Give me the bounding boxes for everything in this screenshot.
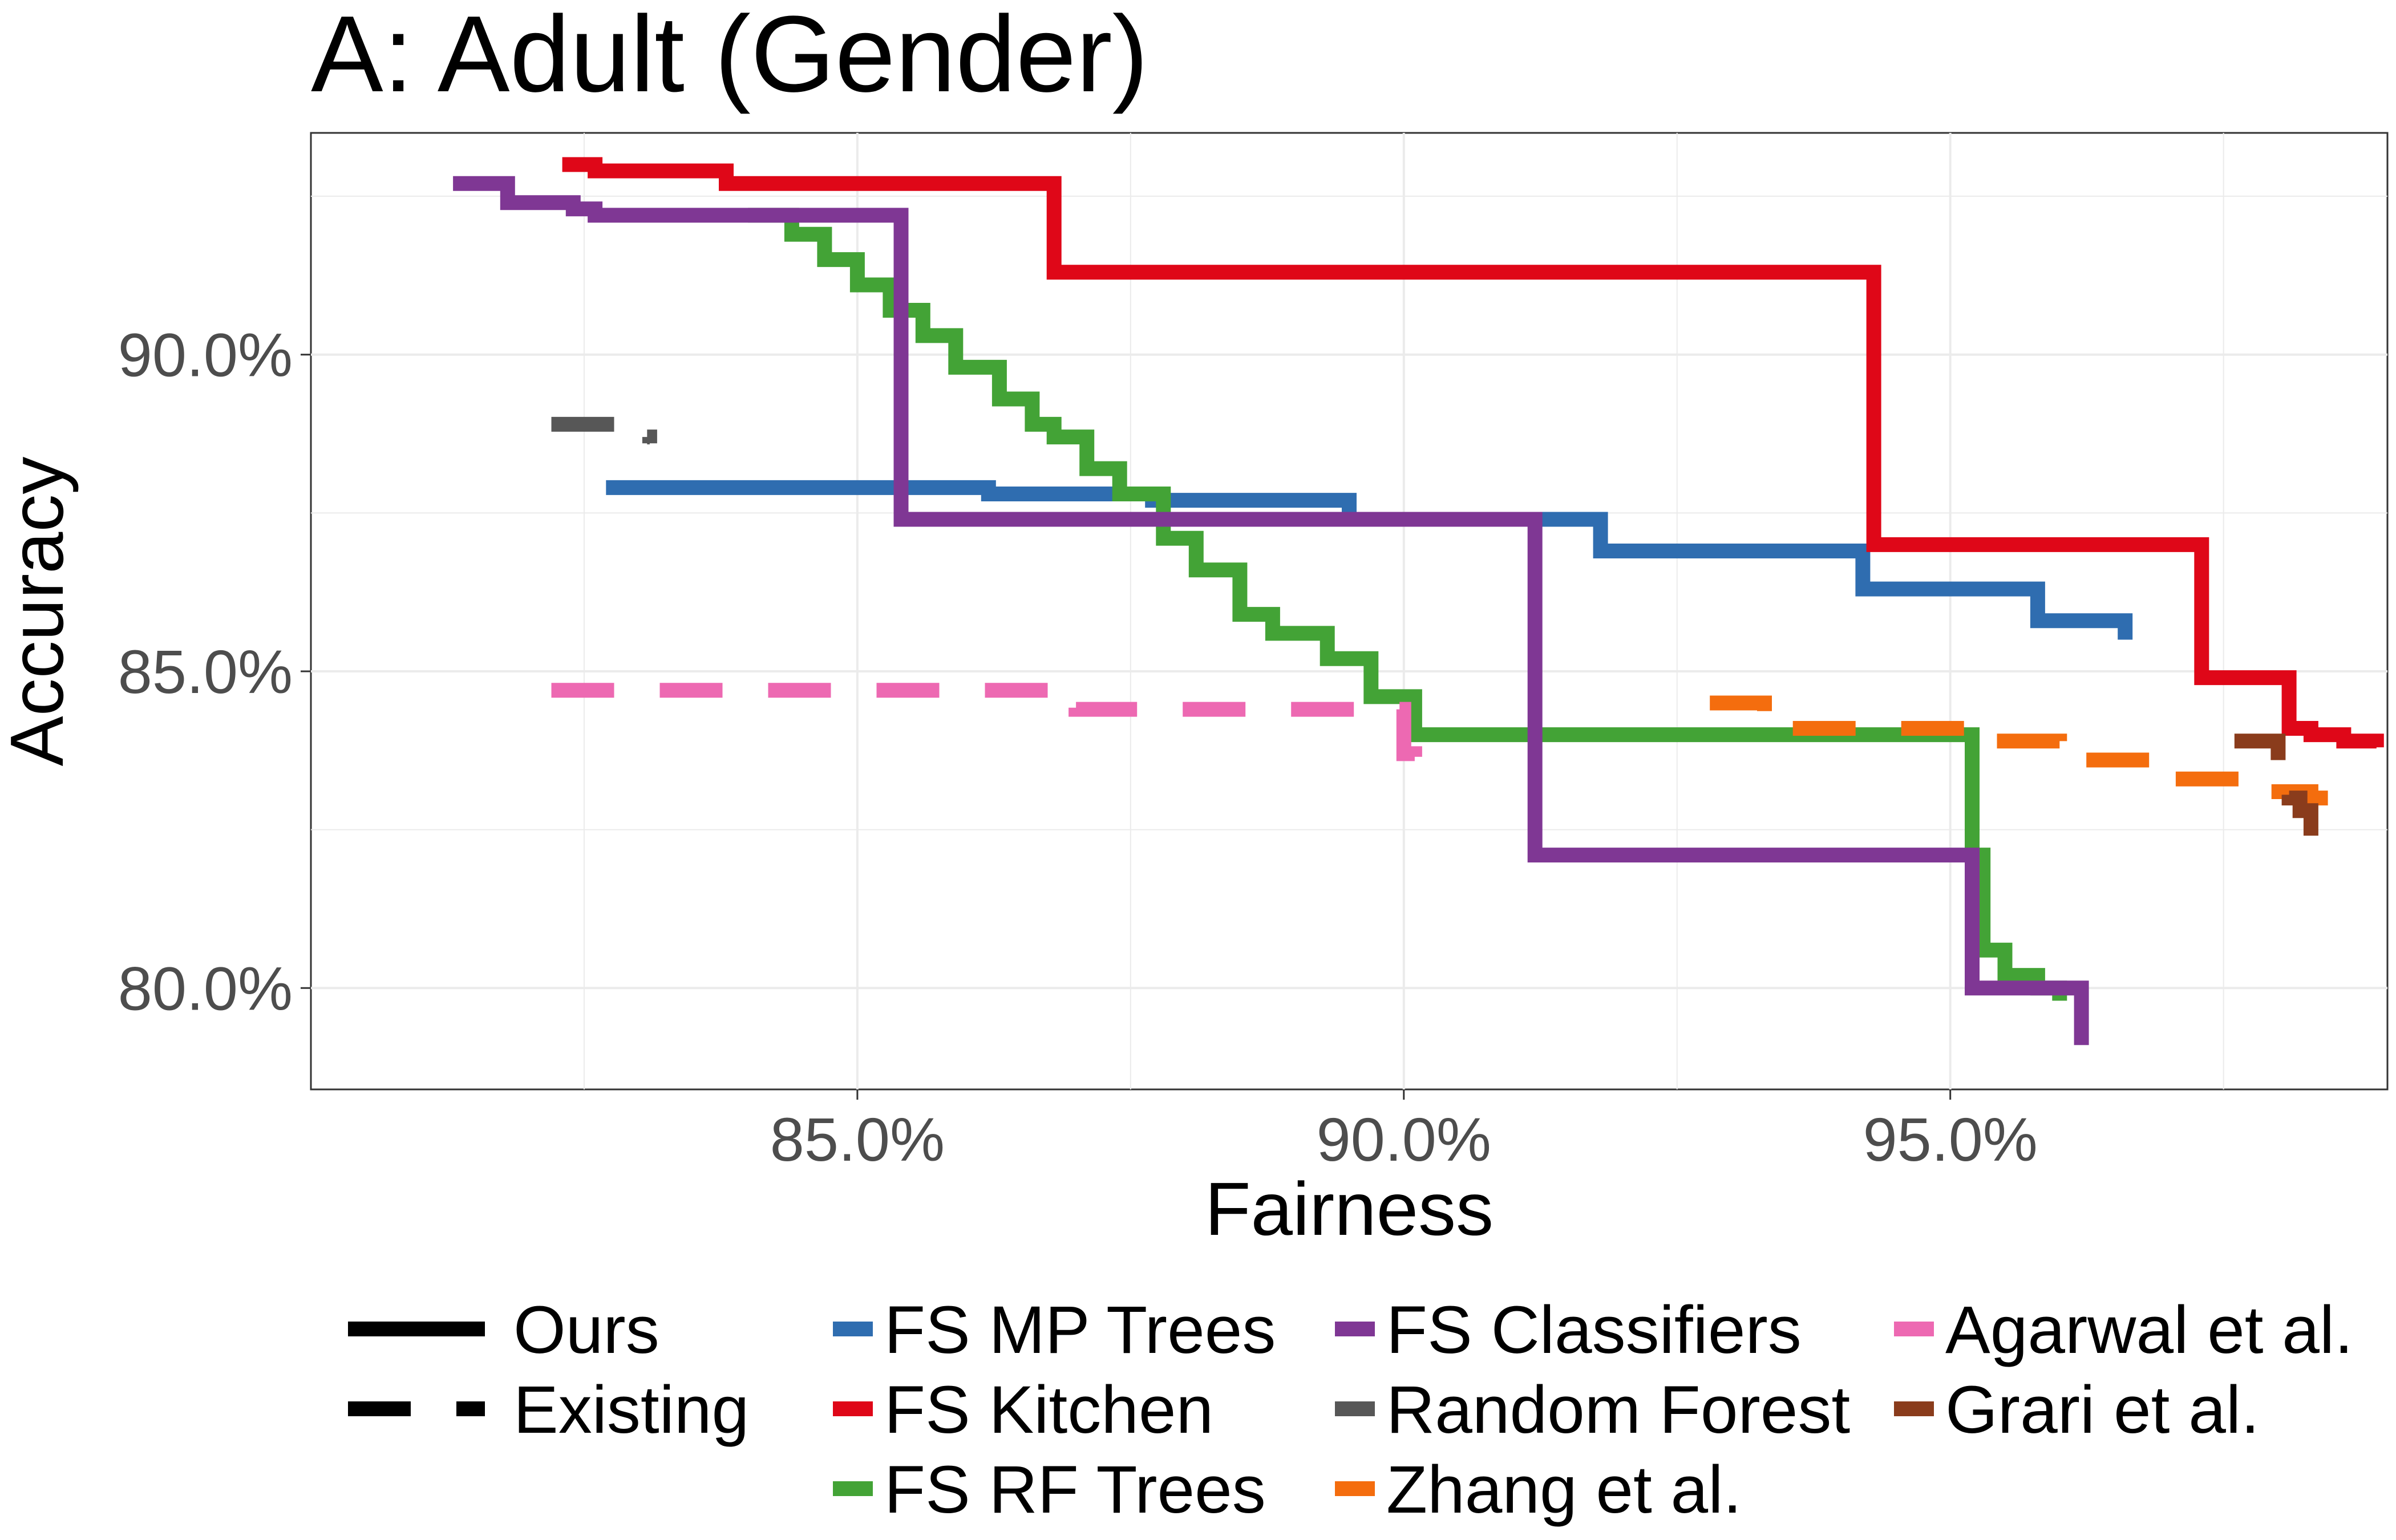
- x-tick-label: 95.0%: [1863, 1105, 2038, 1174]
- legend-label: Grari et al.: [1945, 1372, 2260, 1448]
- x-tick-label: 90.0%: [1317, 1105, 1491, 1174]
- x-axis: 85.0% 90.0% 95.0%: [770, 1089, 2038, 1174]
- x-tick-label: 85.0%: [770, 1105, 945, 1174]
- legend-label: FS Classifiers: [1386, 1292, 1802, 1368]
- chart-title: A: Adult (Gender): [311, 0, 1148, 115]
- y-axis: 80.0% 85.0% 90.0%: [118, 321, 311, 1023]
- series-line-random-forest: [551, 416, 657, 445]
- series-line-fs-kitchen: [562, 157, 2384, 749]
- y-tick-label: 80.0%: [118, 954, 293, 1023]
- legend-label: Agarwal et al.: [1945, 1292, 2353, 1368]
- legend-label: FS RF Trees: [884, 1452, 1266, 1527]
- series-line-agarwal-et-al: [551, 683, 1422, 799]
- legend-label: Random Forest: [1386, 1372, 1850, 1448]
- y-tick-label: 85.0%: [118, 637, 293, 706]
- series-group: [453, 157, 2384, 1045]
- legend-label-ours: Ours: [513, 1292, 659, 1368]
- x-axis-title: Fairness: [1205, 1167, 1494, 1251]
- series-line-grari-et-al: [2234, 733, 2318, 856]
- legend-label: FS MP Trees: [884, 1292, 1276, 1368]
- series-line-fs-classifiers: [453, 176, 2089, 1045]
- legend-label-existing: Existing: [513, 1372, 749, 1448]
- y-tick-label: 90.0%: [118, 321, 293, 390]
- legend-label: FS Kitchen: [884, 1372, 1213, 1448]
- y-axis-title: Accuracy: [0, 457, 79, 767]
- legend-label: Zhang et al.: [1386, 1452, 1742, 1527]
